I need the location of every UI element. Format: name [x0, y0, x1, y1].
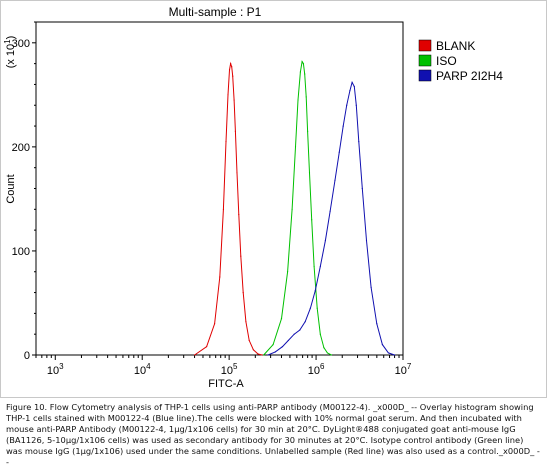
series-point-2: [294, 146, 297, 148]
series-point-3: [351, 81, 353, 83]
series-point-1: [205, 346, 208, 348]
series-point-3: [329, 210, 331, 212]
series-point-1: [252, 349, 254, 351]
series-point-3: [299, 329, 301, 331]
legend-label-2: ISO: [436, 54, 457, 68]
series-point-3: [349, 90, 351, 92]
series-point-3: [342, 125, 344, 127]
series-point-3: [361, 187, 363, 190]
series-point-3: [346, 104, 348, 106]
series-point-2: [311, 219, 313, 221]
series-point-3: [304, 321, 306, 323]
series-point-3: [274, 351, 276, 353]
series-point-3: [353, 85, 355, 88]
series-point-2: [301, 60, 303, 63]
series-point-1: [233, 99, 235, 101]
series-point-3: [338, 151, 340, 153]
series-point-3: [309, 307, 311, 309]
flow-cytometry-chart: Multi-sample : P1 0 100 200 300 103 104 105 106…: [0, 0, 547, 398]
y-tick-label: 100: [12, 246, 30, 258]
series-point-3: [334, 179, 336, 181]
x-tick-label: 106: [308, 362, 325, 377]
series-point-1: [248, 339, 250, 342]
series-point-2: [326, 352, 329, 354]
series-point-2: [305, 96, 307, 98]
y-tick-label: 300: [12, 38, 30, 50]
figure-caption: Figure 10. Flow Cytometry analysis of TH…: [6, 402, 540, 467]
y-axis-multiplier: (x 101): [3, 36, 17, 69]
plot-area: 0 100 200 300 103 104 105 106 107 FITC-A Count (x 1…: [3, 21, 412, 390]
series-point-3: [358, 141, 360, 143]
legend-swatch-1: [418, 39, 432, 52]
chart-frame: [0, 0, 547, 398]
legend-label-3: PARP 2I2H4: [436, 69, 503, 83]
series-point-3: [387, 352, 390, 354]
series-point-3: [319, 265, 321, 268]
series-point-3: [393, 354, 396, 356]
series-point-2: [286, 271, 289, 273]
series-point-1: [227, 94, 229, 96]
series-point-2: [330, 354, 332, 356]
series-point-1: [261, 354, 263, 356]
series-point-3: [293, 333, 295, 335]
series-point-1: [257, 353, 259, 355]
series-point-2: [263, 354, 265, 356]
series-point-1: [240, 255, 242, 257]
legend-swatch-3: [418, 69, 432, 82]
series-point-3: [370, 286, 372, 288]
series-point-3: [287, 339, 289, 342]
series-point-1: [245, 321, 247, 323]
series-point-2: [307, 130, 309, 132]
series-point-2: [272, 343, 274, 346]
x-axis-label: FITC-A: [208, 378, 244, 390]
series-point-2: [302, 63, 305, 65]
series-point-2: [316, 307, 318, 309]
series-line-3: [267, 81, 395, 356]
series-point-2: [313, 265, 315, 268]
series-point-1: [242, 291, 244, 294]
legend-swatch-2: [418, 54, 432, 67]
series-point-3: [355, 104, 357, 106]
series-point-2: [323, 347, 325, 349]
series-point-1: [236, 172, 238, 174]
series-point-2: [304, 73, 306, 75]
series-point-1: [231, 66, 233, 68]
series-point-2: [280, 317, 283, 320]
series-point-1: [225, 141, 227, 143]
series-point-3: [314, 289, 316, 292]
series-point-2: [299, 71, 301, 73]
y-axis-label: Count: [5, 174, 17, 203]
series-point-2: [297, 99, 299, 101]
series-point-2: [308, 172, 311, 174]
legend-label-1: BLANK: [436, 39, 475, 53]
series-point-1: [222, 208, 225, 210]
series-point-2: [291, 208, 293, 210]
series-point-1: [232, 75, 234, 77]
x-tick-label: 105: [221, 362, 238, 377]
series-point-1: [230, 63, 232, 65]
x-tick-label: 104: [134, 362, 151, 377]
series-point-1: [238, 213, 240, 216]
series-line-1: [194, 61, 263, 356]
series-point-3: [267, 354, 269, 356]
y-tick-label: 200: [12, 142, 30, 154]
series-point-1: [228, 69, 231, 71]
series-point-3: [324, 239, 326, 242]
series-point-1: [219, 276, 221, 278]
x-tick-label: 107: [395, 362, 412, 377]
series-point-1: [213, 323, 216, 325]
series-point-3: [376, 323, 378, 325]
series-point-3: [365, 239, 368, 242]
chart-title: Multi-sample : P1: [169, 5, 262, 19]
series-point-2: [319, 333, 321, 335]
y-tick-label: 0: [24, 350, 30, 362]
series-point-3: [281, 346, 284, 348]
series-point-3: [381, 343, 384, 346]
series-point-1: [234, 130, 236, 132]
x-tick-label: 103: [47, 362, 64, 377]
series-point-1: [193, 354, 196, 356]
